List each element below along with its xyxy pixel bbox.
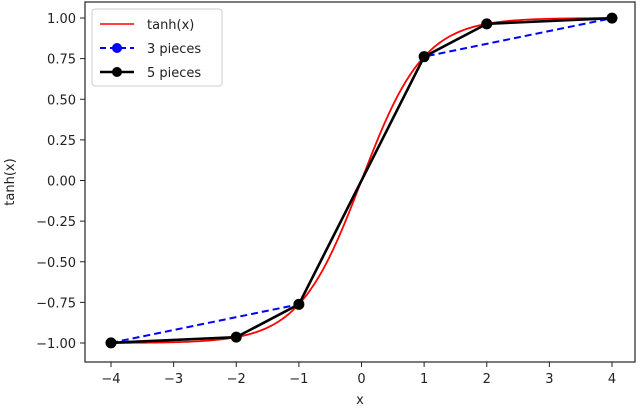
y-tick-label: 0.75: [47, 53, 76, 68]
x-tick-label: 0: [357, 372, 365, 387]
y-tick-label: −1.00: [36, 337, 76, 352]
series-5-pieces-marker: [293, 298, 305, 310]
x-tick-label: 2: [483, 372, 491, 387]
y-tick-label: −0.50: [36, 256, 76, 271]
series-5-pieces-line: [110, 16, 613, 345]
x-tick-label: −2: [227, 372, 246, 387]
axes-frame: [84, 1, 636, 363]
series-5-pieces-marker: [230, 331, 242, 343]
series-5-pieces-marker: [418, 51, 430, 63]
x-tick-label: 1: [420, 372, 428, 387]
y-axis-label: tanh(x): [3, 158, 18, 205]
x-tick-label: −4: [101, 372, 120, 387]
x-tick-label: 4: [608, 372, 616, 387]
y-axis-ticks: 1.00 0.75 0.50 0.25 0.00 −0.25 −0.50 −0.75 −1.00: [36, 12, 85, 352]
y-tick-label: 1.00: [47, 12, 76, 27]
series-5-pieces-marker: [481, 18, 493, 30]
plot-area: [105, 12, 618, 349]
x-tick-label: 3: [545, 372, 553, 387]
legend-label-3-pieces: 3 pieces: [147, 42, 201, 57]
y-tick-label: 0.25: [47, 134, 76, 149]
y-tick-label: 0.50: [47, 93, 76, 108]
legend-label-5-pieces: 5 pieces: [147, 66, 201, 81]
legend-marker-3-pieces: [112, 43, 122, 53]
x-axis-label: x: [356, 393, 364, 408]
x-tick-label: −3: [164, 372, 183, 387]
y-tick-label: 0.00: [47, 175, 76, 190]
legend-label-tanh: tanh(x): [147, 18, 194, 33]
legend-box: [91, 8, 223, 87]
y-tick-label: −0.25: [36, 215, 76, 230]
y-tick-label: −0.75: [36, 296, 76, 311]
x-tick-label: −1: [289, 372, 308, 387]
series-5-pieces-marker: [606, 12, 618, 24]
series-5-pieces-marker: [105, 337, 117, 349]
legend-marker-5-pieces: [112, 67, 122, 77]
x-axis-ticks: −4 −3 −2 −1 0 1 2 3 4: [101, 362, 616, 387]
legend: tanh(x) 3 pieces 5 pieces: [91, 8, 223, 87]
